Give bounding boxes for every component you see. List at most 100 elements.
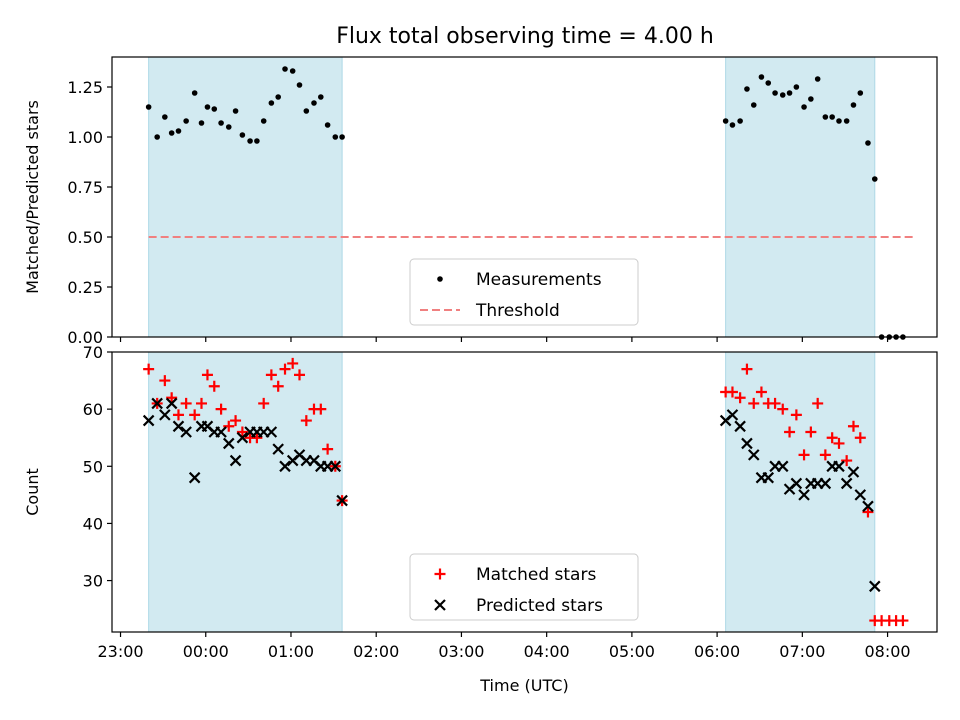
data-point [826, 432, 838, 444]
data-point [819, 477, 832, 490]
data-point [790, 409, 802, 421]
legend-box [409, 258, 639, 326]
data-point [247, 138, 253, 144]
data-point [215, 426, 227, 438]
data-point [236, 431, 249, 444]
data-point [776, 460, 789, 473]
data-point [336, 494, 348, 507]
data-point [260, 118, 267, 124]
data-point [175, 128, 182, 134]
observing-span-2 [725, 56, 876, 338]
data-point [315, 403, 327, 415]
data-point [251, 432, 263, 444]
y-tick-label: 60 [83, 400, 103, 419]
x-tick-label: 00:00 [183, 642, 229, 661]
data-point [772, 90, 778, 96]
data-point [786, 90, 793, 96]
data-point [265, 369, 277, 381]
legend-marker [437, 276, 443, 282]
data-point [847, 420, 859, 432]
data-point [282, 66, 288, 72]
data-point [726, 386, 738, 398]
data-point [168, 130, 175, 136]
y-axis-label: Count [23, 468, 42, 516]
data-point [201, 369, 213, 381]
data-point [311, 100, 317, 106]
data-point [151, 397, 163, 410]
data-point [215, 403, 227, 415]
data-point [180, 397, 192, 409]
data-point [812, 397, 824, 409]
y-tick-label: 70 [83, 343, 103, 362]
data-point [758, 74, 765, 80]
data-point [294, 369, 305, 381]
data-point [218, 120, 224, 126]
data-point [222, 437, 235, 450]
data-point [869, 580, 881, 593]
data-point [741, 437, 753, 450]
data-point [189, 409, 201, 421]
data-point [272, 443, 284, 455]
data-point [850, 102, 857, 108]
data-point [793, 84, 800, 90]
data-point [195, 397, 207, 409]
data-point [748, 397, 760, 409]
legend-label: Predicted stars [476, 596, 603, 616]
data-point [289, 68, 296, 74]
chart-title: Flux total observing time = 4.00 h [336, 24, 714, 49]
data-point [339, 134, 345, 140]
data-point [268, 100, 275, 106]
data-point [829, 114, 835, 120]
data-point [819, 449, 831, 461]
data-point [322, 443, 334, 455]
legend-box [409, 553, 639, 621]
data-point [303, 108, 310, 114]
data-point [223, 420, 235, 432]
data-point [722, 118, 729, 124]
axes-frame [111, 56, 938, 338]
data-point [272, 380, 284, 392]
data-point [145, 104, 152, 110]
data-point [805, 426, 817, 438]
data-point [854, 489, 867, 501]
data-point [762, 471, 775, 484]
data-point [300, 415, 312, 427]
data-point [726, 409, 739, 421]
data-point [159, 409, 171, 421]
data-point [865, 140, 871, 146]
data-point [897, 615, 909, 627]
series-matched-stars [143, 357, 909, 627]
data-point [265, 426, 278, 438]
data-point [172, 420, 185, 433]
top-panel: 0.00 0.25 0.50 0.75 1.00 1.25 Matched/Predicte… [23, 56, 938, 347]
data-point [258, 397, 270, 409]
data-point [254, 138, 260, 144]
data-point [324, 122, 331, 128]
observing-span-1 [148, 351, 343, 633]
data-point [183, 118, 189, 124]
x-tick-label: 01:00 [268, 642, 314, 661]
data-point [840, 477, 853, 490]
data-point [180, 426, 192, 438]
data-point [279, 363, 291, 375]
data-point [822, 114, 829, 120]
data-point [798, 449, 810, 461]
data-point [211, 106, 218, 112]
data-point [329, 460, 342, 473]
x-tick-label: 04:00 [524, 642, 570, 661]
y-tick-label: 40 [83, 514, 103, 533]
data-point [862, 500, 874, 513]
x-tick-label: 03:00 [438, 642, 484, 661]
data-point [166, 392, 178, 404]
data-point [287, 357, 299, 369]
data-point [318, 94, 324, 100]
data-point [741, 363, 753, 375]
y-tick-label: 0.75 [67, 178, 103, 197]
y-tick-label: 0.50 [67, 228, 103, 247]
legend: Measurements Threshold [409, 258, 639, 326]
data-point [808, 96, 814, 102]
data-point [765, 80, 772, 86]
data-point [833, 437, 845, 449]
data-point [198, 120, 205, 126]
